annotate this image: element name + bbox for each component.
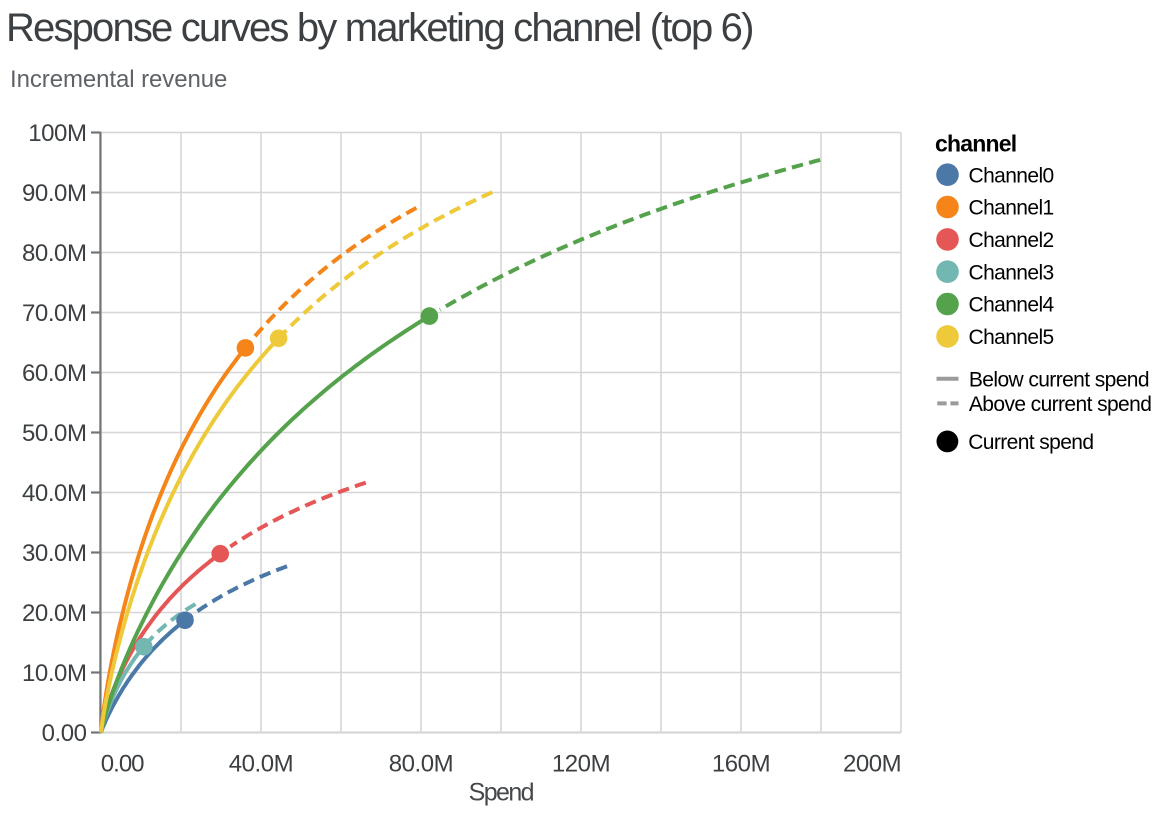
svg-text:20.0M: 20.0M — [22, 600, 86, 627]
svg-text:200M: 200M — [843, 751, 901, 778]
svg-text:Channel3: Channel3 — [969, 261, 1054, 284]
svg-text:160M: 160M — [712, 751, 770, 778]
svg-text:60.0M: 60.0M — [22, 360, 86, 387]
svg-text:50.0M: 50.0M — [22, 420, 86, 447]
svg-text:80.0M: 80.0M — [389, 751, 453, 778]
svg-text:40.0M: 40.0M — [22, 480, 86, 507]
svg-text:Channel2: Channel2 — [969, 229, 1054, 252]
svg-text:70.0M: 70.0M — [22, 300, 86, 327]
svg-text:Channel4: Channel4 — [969, 294, 1055, 317]
svg-text:Spend: Spend — [469, 778, 534, 806]
svg-text:Channel0: Channel0 — [969, 164, 1054, 187]
svg-text:100M: 100M — [28, 120, 86, 147]
svg-text:Channel5: Channel5 — [969, 326, 1054, 349]
svg-text:80.0M: 80.0M — [22, 240, 86, 267]
svg-text:120M: 120M — [552, 751, 610, 778]
svg-text:0.00: 0.00 — [101, 751, 144, 778]
svg-text:Below current spend: Below current spend — [969, 368, 1149, 391]
svg-text:10.0M: 10.0M — [22, 660, 86, 687]
svg-text:channel: channel — [935, 130, 1016, 156]
svg-text:Above current spend: Above current spend — [969, 393, 1151, 416]
svg-text:90.0M: 90.0M — [22, 180, 86, 207]
svg-text:Response curves by marketing c: Response curves by marketing channel (to… — [6, 6, 753, 50]
svg-text:Incremental revenue: Incremental revenue — [10, 66, 227, 93]
svg-text:40.0M: 40.0M — [229, 751, 293, 778]
svg-text:Current spend: Current spend — [968, 431, 1093, 454]
svg-text:0.00: 0.00 — [42, 720, 87, 747]
svg-text:Channel1: Channel1 — [969, 197, 1054, 220]
svg-text:30.0M: 30.0M — [22, 540, 86, 567]
